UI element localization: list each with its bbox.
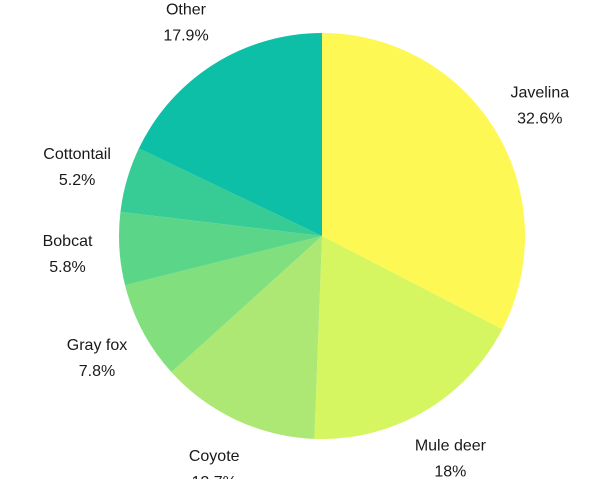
slice-percent-label: 18% [434,463,466,479]
slices-layer [118,33,525,440]
slice-name-label: Mule deer [415,437,487,454]
slice-percent-label: 32.6% [517,110,562,127]
pie-slice-cottontail [120,148,322,236]
slice-name-label: Bobcat [43,233,93,250]
slice-name-label: Gray fox [67,337,127,354]
slice-name-label: Other [166,1,207,18]
pie-slice-bobcat [118,211,322,286]
pie-slice-coyote [171,236,322,439]
slice-percent-label: 17.9% [163,27,208,44]
slice-percent-label: 7.8% [79,363,115,380]
slice-name-label: Cottontail [43,146,111,163]
slice-percent-label: 5.8% [49,259,85,276]
labels-layer: Javelina 32.6% Mule deer 18% Coyote 12.7% Gray… [43,1,570,479]
slice-percent-label: 5.2% [59,172,95,189]
pie-slice-gray-fox [125,236,322,373]
slice-name-label: Coyote [189,448,240,465]
pie-slice-javelina [322,33,525,330]
pie-slice-other [138,33,322,236]
slice-name-label: Javelina [510,84,569,101]
pie-slice-mule-deer [314,236,503,440]
slice-percent-label: 12.7% [192,474,237,479]
